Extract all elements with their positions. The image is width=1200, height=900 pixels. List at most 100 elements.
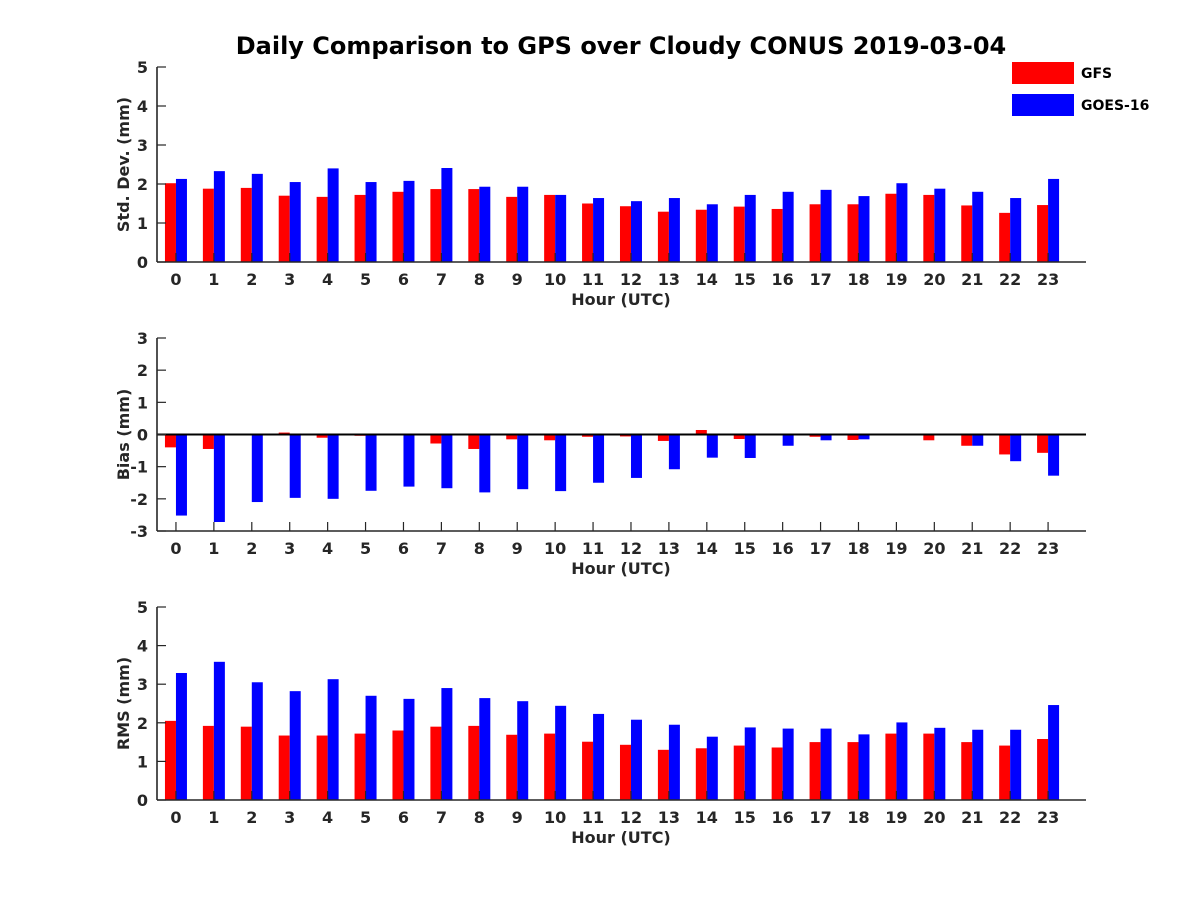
x-tick-label: 12 [620,539,642,558]
bar-gfs-22 [999,434,1011,455]
x-tick-label: 8 [474,270,485,289]
bar-goes-16-0 [175,434,187,516]
bar-goes-16-21 [972,729,984,800]
bar-goes-16-16 [782,191,794,262]
y-tick-label: 5 [137,58,148,77]
bar-gfs-13 [657,434,669,441]
bar-gfs-23 [1037,205,1049,262]
x-tick-label: 7 [436,539,447,558]
bar-goes-16-14 [706,434,718,458]
bar-gfs-21 [961,742,973,800]
x-tick-label: 17 [809,539,831,558]
x-tick-label: 19 [885,539,907,558]
bar-gfs-4 [316,735,328,800]
bar-goes-16-2 [251,173,263,262]
bar-goes-16-4 [327,434,339,499]
bar-gfs-17 [809,204,821,262]
bar-goes-16-11 [593,713,605,800]
x-tick-label: 2 [246,808,257,827]
x-tick-label: 15 [734,808,756,827]
x-tick-label: 5 [360,270,371,289]
x-tick-label: 14 [696,808,718,827]
bar-gfs-19 [885,733,897,800]
x-tick-label: 8 [474,808,485,827]
bar-goes-16-22 [1010,434,1022,462]
x-tick-label: 22 [999,270,1021,289]
bar-goes-16-20 [934,188,946,262]
bar-goes-16-13 [668,198,680,262]
x-tick-label: 18 [847,270,869,289]
legend-swatch-goes-16 [1012,94,1074,116]
x-tick-label: 9 [512,808,523,827]
y-tick-label: 4 [137,637,148,656]
x-tick-label: 17 [809,270,831,289]
x-axis-label: Hour (UTC) [571,559,671,578]
x-tick-label: 4 [322,270,333,289]
bar-gfs-9 [506,434,518,440]
bar-goes-16-6 [403,180,415,262]
bar-goes-16-20 [934,727,946,800]
y-tick-label: 2 [137,175,148,194]
bar-gfs-8 [468,434,480,449]
y-axis-label: Bias (mm) [114,389,133,481]
bar-gfs-21 [961,434,973,446]
bar-gfs-20 [923,194,935,262]
bar-goes-16-6 [403,698,415,800]
bar-goes-16-0 [175,673,187,800]
y-tick-label: 2 [137,714,148,733]
bar-goes-16-12 [630,719,642,800]
x-tick-label: 22 [999,539,1021,558]
bar-goes-16-11 [593,198,605,262]
x-tick-label: 2 [246,270,257,289]
bar-goes-16-21 [972,191,984,262]
bar-goes-16-13 [668,724,680,800]
x-tick-label: 10 [544,808,566,827]
x-tick-label: 10 [544,270,566,289]
x-tick-label: 11 [582,808,604,827]
bar-goes-16-18 [858,196,870,262]
x-tick-label: 15 [734,539,756,558]
bar-goes-16-22 [1010,729,1022,800]
x-tick-label: 18 [847,808,869,827]
bar-goes-16-11 [593,434,605,483]
bar-gfs-0 [164,434,176,448]
bar-goes-16-21 [972,434,984,446]
x-tick-label: 0 [170,808,181,827]
y-tick-label: -3 [130,522,148,541]
y-tick-label: 3 [137,329,148,348]
bar-goes-16-23 [1048,434,1060,476]
x-tick-label: 12 [620,808,642,827]
bar-goes-16-9 [517,434,529,490]
x-tick-label: 14 [696,539,718,558]
bar-goes-16-5 [365,182,377,262]
x-tick-label: 16 [772,270,794,289]
x-tick-label: 23 [1037,270,1059,289]
bar-gfs-13 [657,211,669,262]
bar-goes-16-17 [820,728,832,800]
x-tick-label: 0 [170,539,181,558]
x-tick-label: 23 [1037,808,1059,827]
bar-gfs-14 [695,209,707,262]
bar-gfs-1 [202,434,214,449]
bar-gfs-23 [1037,739,1049,800]
x-axis-label: Hour (UTC) [571,290,671,309]
bar-gfs-2 [240,726,252,800]
bar-goes-16-16 [782,434,794,446]
bar-gfs-15 [733,206,745,262]
x-tick-label: 1 [208,270,219,289]
y-tick-label: 1 [137,214,148,233]
bar-goes-16-5 [365,695,377,800]
x-tick-label: 20 [923,539,945,558]
y-tick-label: 4 [137,97,148,116]
bar-gfs-9 [506,734,518,800]
x-tick-label: 7 [436,808,447,827]
x-tick-label: 2 [246,539,257,558]
x-tick-label: 6 [398,539,409,558]
x-tick-label: 21 [961,270,983,289]
bar-gfs-22 [999,745,1011,800]
x-tick-label: 0 [170,270,181,289]
x-tick-label: 16 [772,808,794,827]
bar-gfs-7 [430,189,442,262]
